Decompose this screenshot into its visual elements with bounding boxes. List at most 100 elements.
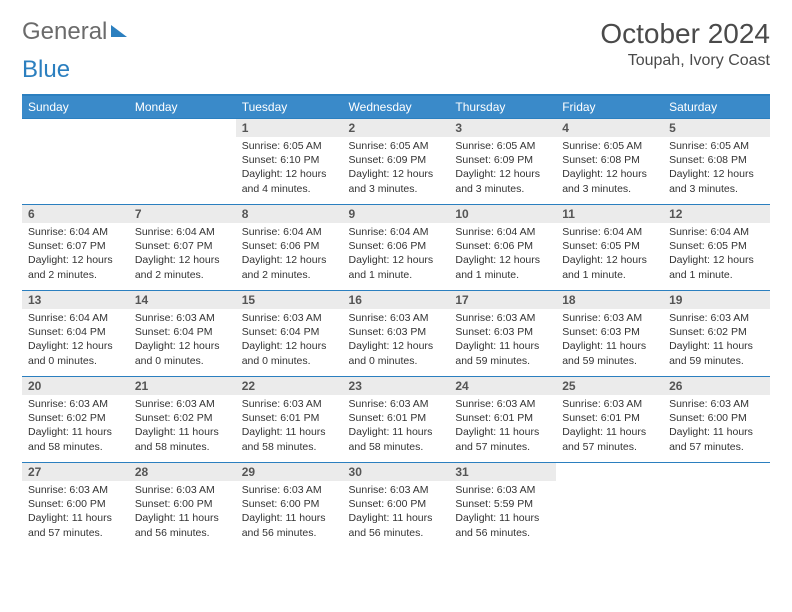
day-details: Sunrise: 6:04 AMSunset: 6:05 PMDaylight:… [663, 223, 770, 286]
day-details: Sunrise: 6:03 AMSunset: 6:02 PMDaylight:… [663, 309, 770, 372]
day-number: 2 [343, 119, 450, 137]
calendar-cell: 21Sunrise: 6:03 AMSunset: 6:02 PMDayligh… [129, 377, 236, 463]
calendar-row: 27Sunrise: 6:03 AMSunset: 6:00 PMDayligh… [22, 463, 770, 549]
day-number: 30 [343, 463, 450, 481]
weekday-header: Sunday [22, 96, 129, 119]
calendar-row: 13Sunrise: 6:04 AMSunset: 6:04 PMDayligh… [22, 291, 770, 377]
day-number: 11 [556, 205, 663, 223]
calendar-table: Sunday Monday Tuesday Wednesday Thursday… [22, 96, 770, 549]
day-details: Sunrise: 6:03 AMSunset: 6:02 PMDaylight:… [22, 395, 129, 458]
calendar-cell: 25Sunrise: 6:03 AMSunset: 6:01 PMDayligh… [556, 377, 663, 463]
day-number: 6 [22, 205, 129, 223]
day-number: 3 [449, 119, 556, 137]
day-number: 20 [22, 377, 129, 395]
day-details: Sunrise: 6:04 AMSunset: 6:05 PMDaylight:… [556, 223, 663, 286]
brand-logo: General [22, 18, 129, 46]
day-details: Sunrise: 6:03 AMSunset: 6:03 PMDaylight:… [449, 309, 556, 372]
location-subtitle: Toupah, Ivory Coast [600, 52, 770, 70]
day-details: Sunrise: 6:04 AMSunset: 6:07 PMDaylight:… [129, 223, 236, 286]
calendar-cell: 0 [22, 119, 129, 205]
page-title: October 2024 [600, 18, 770, 50]
brand-part1: General [22, 18, 107, 46]
logo-triangle-icon [111, 25, 127, 37]
calendar-cell: 22Sunrise: 6:03 AMSunset: 6:01 PMDayligh… [236, 377, 343, 463]
calendar-cell: 23Sunrise: 6:03 AMSunset: 6:01 PMDayligh… [343, 377, 450, 463]
weekday-header: Monday [129, 96, 236, 119]
day-number: 23 [343, 377, 450, 395]
calendar-cell: 24Sunrise: 6:03 AMSunset: 6:01 PMDayligh… [449, 377, 556, 463]
calendar-cell: 1Sunrise: 6:05 AMSunset: 6:10 PMDaylight… [236, 119, 343, 205]
day-number: 26 [663, 377, 770, 395]
day-number: 15 [236, 291, 343, 309]
day-details: Sunrise: 6:03 AMSunset: 6:00 PMDaylight:… [663, 395, 770, 458]
calendar-cell: 10Sunrise: 6:04 AMSunset: 6:06 PMDayligh… [449, 205, 556, 291]
calendar-cell: 7Sunrise: 6:04 AMSunset: 6:07 PMDaylight… [129, 205, 236, 291]
day-number: 8 [236, 205, 343, 223]
day-details: Sunrise: 6:03 AMSunset: 6:04 PMDaylight:… [129, 309, 236, 372]
day-details: Sunrise: 6:03 AMSunset: 6:04 PMDaylight:… [236, 309, 343, 372]
day-details: Sunrise: 6:05 AMSunset: 6:10 PMDaylight:… [236, 137, 343, 200]
day-number: 7 [129, 205, 236, 223]
title-block: October 2024 Toupah, Ivory Coast [600, 18, 770, 70]
calendar-cell: 15Sunrise: 6:03 AMSunset: 6:04 PMDayligh… [236, 291, 343, 377]
calendar-cell: 0 [663, 463, 770, 549]
calendar-cell: 28Sunrise: 6:03 AMSunset: 6:00 PMDayligh… [129, 463, 236, 549]
day-details: Sunrise: 6:03 AMSunset: 6:02 PMDaylight:… [129, 395, 236, 458]
day-details: Sunrise: 6:03 AMSunset: 6:01 PMDaylight:… [343, 395, 450, 458]
calendar-cell: 19Sunrise: 6:03 AMSunset: 6:02 PMDayligh… [663, 291, 770, 377]
day-details: Sunrise: 6:03 AMSunset: 6:03 PMDaylight:… [556, 309, 663, 372]
calendar-cell: 2Sunrise: 6:05 AMSunset: 6:09 PMDaylight… [343, 119, 450, 205]
day-number: 13 [22, 291, 129, 309]
day-details: Sunrise: 6:05 AMSunset: 6:09 PMDaylight:… [343, 137, 450, 200]
calendar-cell: 30Sunrise: 6:03 AMSunset: 6:00 PMDayligh… [343, 463, 450, 549]
calendar-cell: 12Sunrise: 6:04 AMSunset: 6:05 PMDayligh… [663, 205, 770, 291]
calendar-cell: 9Sunrise: 6:04 AMSunset: 6:06 PMDaylight… [343, 205, 450, 291]
day-number: 9 [343, 205, 450, 223]
calendar-row: 0 0 1Sunrise: 6:05 AMSunset: 6:10 PMDayl… [22, 119, 770, 205]
day-details: Sunrise: 6:03 AMSunset: 6:01 PMDaylight:… [449, 395, 556, 458]
day-details: Sunrise: 6:04 AMSunset: 6:06 PMDaylight:… [343, 223, 450, 286]
calendar-row: 6Sunrise: 6:04 AMSunset: 6:07 PMDaylight… [22, 205, 770, 291]
calendar-cell: 29Sunrise: 6:03 AMSunset: 6:00 PMDayligh… [236, 463, 343, 549]
day-details: Sunrise: 6:03 AMSunset: 6:00 PMDaylight:… [236, 481, 343, 544]
day-number: 27 [22, 463, 129, 481]
day-number: 14 [129, 291, 236, 309]
day-number: 22 [236, 377, 343, 395]
day-details: Sunrise: 6:04 AMSunset: 6:07 PMDaylight:… [22, 223, 129, 286]
weekday-header: Thursday [449, 96, 556, 119]
calendar-cell: 5Sunrise: 6:05 AMSunset: 6:08 PMDaylight… [663, 119, 770, 205]
weekday-header: Wednesday [343, 96, 450, 119]
calendar-cell: 0 [129, 119, 236, 205]
day-details: Sunrise: 6:03 AMSunset: 6:03 PMDaylight:… [343, 309, 450, 372]
day-number: 16 [343, 291, 450, 309]
day-number: 17 [449, 291, 556, 309]
day-details: Sunrise: 6:04 AMSunset: 6:04 PMDaylight:… [22, 309, 129, 372]
day-details: Sunrise: 6:04 AMSunset: 6:06 PMDaylight:… [236, 223, 343, 286]
day-details: Sunrise: 6:04 AMSunset: 6:06 PMDaylight:… [449, 223, 556, 286]
calendar-cell: 27Sunrise: 6:03 AMSunset: 6:00 PMDayligh… [22, 463, 129, 549]
weekday-header: Friday [556, 96, 663, 119]
day-details: Sunrise: 6:03 AMSunset: 6:00 PMDaylight:… [22, 481, 129, 544]
weekday-header: Tuesday [236, 96, 343, 119]
day-number: 4 [556, 119, 663, 137]
day-number: 24 [449, 377, 556, 395]
calendar-cell: 18Sunrise: 6:03 AMSunset: 6:03 PMDayligh… [556, 291, 663, 377]
day-details: Sunrise: 6:05 AMSunset: 6:08 PMDaylight:… [556, 137, 663, 200]
day-number: 12 [663, 205, 770, 223]
day-details: Sunrise: 6:03 AMSunset: 5:59 PMDaylight:… [449, 481, 556, 544]
day-number: 1 [236, 119, 343, 137]
day-details: Sunrise: 6:03 AMSunset: 6:00 PMDaylight:… [343, 481, 450, 544]
day-number: 28 [129, 463, 236, 481]
calendar-cell: 16Sunrise: 6:03 AMSunset: 6:03 PMDayligh… [343, 291, 450, 377]
calendar-cell: 17Sunrise: 6:03 AMSunset: 6:03 PMDayligh… [449, 291, 556, 377]
day-number: 5 [663, 119, 770, 137]
calendar-cell: 0 [556, 463, 663, 549]
calendar-cell: 3Sunrise: 6:05 AMSunset: 6:09 PMDaylight… [449, 119, 556, 205]
day-number: 18 [556, 291, 663, 309]
day-number: 21 [129, 377, 236, 395]
day-details: Sunrise: 6:03 AMSunset: 6:01 PMDaylight:… [236, 395, 343, 458]
day-details: Sunrise: 6:03 AMSunset: 6:00 PMDaylight:… [129, 481, 236, 544]
day-number: 25 [556, 377, 663, 395]
calendar-cell: 31Sunrise: 6:03 AMSunset: 5:59 PMDayligh… [449, 463, 556, 549]
day-number: 31 [449, 463, 556, 481]
